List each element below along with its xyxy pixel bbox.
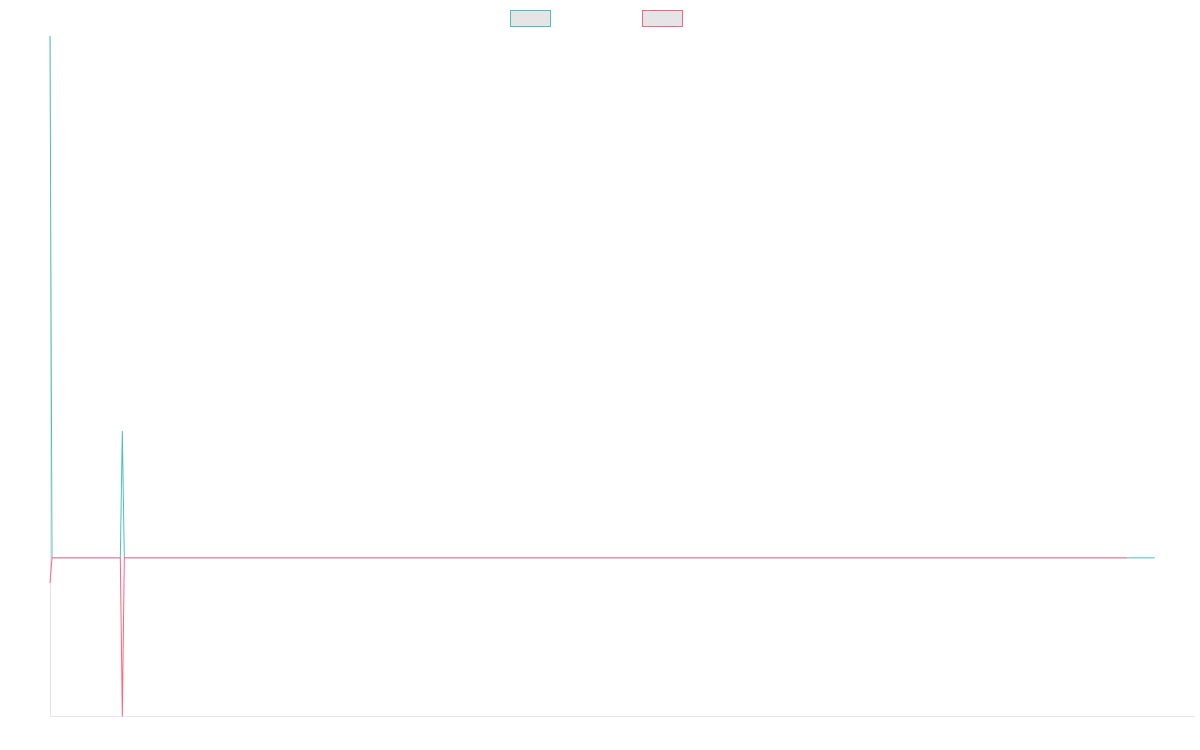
- series-line-1: [49, 35, 1155, 559]
- legend-swatch-series-2[interactable]: [642, 10, 683, 27]
- chart-series: [49, 35, 1155, 717]
- legend-swatch-series-1[interactable]: [510, 10, 551, 27]
- chart-legend: [510, 10, 683, 27]
- chart-axes: [50, 36, 1195, 717]
- series-line-2: [49, 557, 1127, 717]
